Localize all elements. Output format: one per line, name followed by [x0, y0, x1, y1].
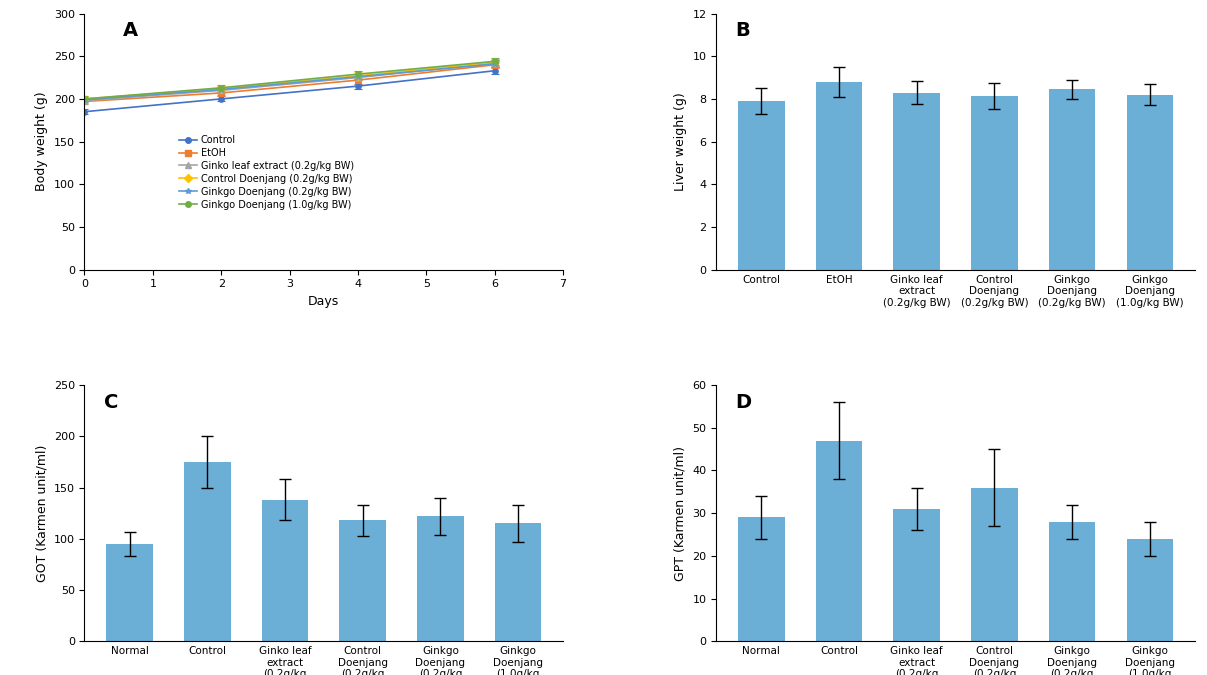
Text: D: D: [735, 393, 752, 412]
Legend: Control, EtOH, Ginko leaf extract (0.2g/kg BW), Control Doenjang (0.2g/kg BW), G: Control, EtOH, Ginko leaf extract (0.2g/…: [175, 131, 357, 213]
Bar: [972, 487, 1018, 641]
Text: B: B: [735, 21, 751, 40]
Bar: [339, 520, 386, 641]
Y-axis label: GOT (Karmen unit/ml): GOT (Karmen unit/ml): [35, 444, 48, 582]
Bar: [893, 92, 940, 270]
Text: A: A: [123, 21, 138, 40]
Bar: [418, 516, 463, 641]
Y-axis label: Liver weight (g): Liver weight (g): [674, 92, 687, 191]
X-axis label: Days: Days: [308, 295, 339, 308]
Bar: [1049, 89, 1096, 270]
Bar: [262, 500, 308, 641]
Bar: [737, 518, 785, 641]
Bar: [106, 544, 153, 641]
Bar: [816, 441, 862, 641]
Bar: [495, 523, 542, 641]
Text: C: C: [104, 393, 118, 412]
Y-axis label: GPT (Karmen unit/ml): GPT (Karmen unit/ml): [674, 446, 687, 580]
Bar: [816, 82, 862, 270]
Bar: [1126, 95, 1173, 270]
Bar: [1049, 522, 1096, 641]
Bar: [183, 462, 231, 641]
Y-axis label: Body weight (g): Body weight (g): [35, 92, 48, 192]
Bar: [737, 101, 785, 270]
Bar: [1126, 539, 1173, 641]
Bar: [893, 509, 940, 641]
Bar: [972, 96, 1018, 270]
